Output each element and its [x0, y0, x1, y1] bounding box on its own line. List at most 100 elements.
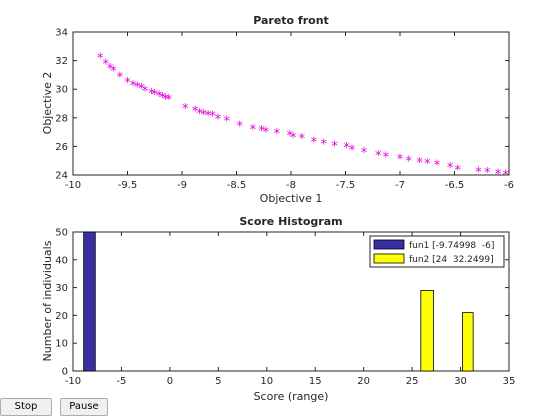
histogram-xtick-label: 10 [260, 376, 273, 387]
pareto-point: * [343, 141, 350, 156]
pause-button[interactable]: Pause [60, 398, 108, 416]
pareto-front-plot: Pareto front -10 -9.5 -9 -8.5 -8 -7.5 -7 -6.5 -6… [41, 14, 514, 205]
histogram-xtick-label: 15 [309, 376, 322, 387]
histogram-xtick-label: -5 [116, 376, 126, 387]
histogram-xlabel: Score (range) [254, 390, 329, 403]
pareto-point: * [475, 165, 482, 180]
pareto-xtick-label: -7.5 [336, 180, 356, 191]
pareto-point: * [124, 76, 131, 91]
pareto-point: * [223, 115, 230, 130]
pareto-point: * [258, 124, 265, 139]
pareto-point: * [484, 166, 491, 181]
pareto-ylabel: Objective 2 [41, 72, 54, 135]
pareto-point: * [455, 163, 462, 178]
pareto-point: * [375, 149, 382, 164]
pareto-point: * [383, 150, 390, 165]
pareto-point: * [237, 120, 244, 135]
pareto-point: * [159, 91, 166, 106]
pareto-point: * [205, 109, 212, 124]
pareto-xtick-label: -6.5 [445, 180, 465, 191]
histogram-xtick-label: 5 [215, 376, 221, 387]
pareto-point: * [117, 70, 124, 85]
pareto-point: * [299, 132, 306, 147]
pareto-xtick-label: -7 [395, 180, 405, 191]
pareto-xtick-label: -6 [504, 180, 514, 191]
histogram-xtick-label: 35 [503, 376, 516, 387]
pareto-ytick-label: 34 [55, 28, 68, 39]
pareto-ytick-label: 32 [55, 56, 68, 67]
histogram-xtick-label: -10 [65, 376, 81, 387]
pareto-point: * [349, 143, 356, 158]
pareto-point: * [209, 110, 216, 125]
pareto-xtick-label: -9 [177, 180, 187, 191]
pareto-point: * [107, 62, 114, 77]
histogram-ytick-label: 30 [55, 283, 68, 294]
pareto-point: * [416, 156, 423, 171]
pareto-point: * [405, 155, 412, 170]
pareto-point: * [192, 105, 199, 120]
pareto-point: * [287, 129, 294, 144]
pareto-ytick-label: 28 [55, 113, 68, 124]
pareto-point: * [138, 82, 145, 97]
histogram-xtick-label: 0 [167, 376, 173, 387]
histogram-xtick-label: 30 [454, 376, 467, 387]
histogram-ytick-label: 0 [62, 367, 68, 378]
pareto-xtick-label: -10 [65, 180, 81, 191]
histogram-ytick-label: 10 [55, 339, 68, 350]
pareto-point: * [142, 85, 149, 100]
histogram-bar-fun2 [420, 289, 434, 372]
pareto-axes-box [72, 31, 510, 176]
pareto-point: * [495, 168, 502, 183]
pareto-point: * [447, 161, 454, 176]
pareto-point: * [290, 131, 297, 146]
pareto-point: * [182, 102, 189, 117]
legend-swatch-fun1 [373, 239, 405, 250]
pareto-point: * [424, 157, 431, 172]
pareto-xlabel: Objective 1 [260, 192, 323, 205]
pareto-point: * [166, 93, 173, 108]
pareto-point: * [320, 138, 327, 153]
pareto-point: * [152, 88, 159, 103]
pareto-ytick-label: 26 [55, 142, 68, 153]
pareto-point: * [434, 158, 441, 173]
pareto-xtick-label: -8 [286, 180, 296, 191]
histogram-xtick-label: 25 [406, 376, 419, 387]
histogram-ylabel: Number of individuals [41, 240, 54, 361]
histogram-bar-fun2 [462, 312, 474, 372]
pareto-point: * [331, 140, 338, 155]
histogram-legend: fun1 [-9.74998 -6] fun2 [24 32.2499] [369, 235, 505, 268]
pareto-ytick-label: 30 [55, 85, 68, 96]
pareto-point: * [250, 123, 257, 138]
histogram-ytick-label: 40 [55, 255, 68, 266]
pareto-point: * [263, 125, 270, 140]
legend-label-fun1: fun1 [-9.74998 -6] [409, 241, 494, 251]
pareto-point: * [361, 146, 368, 161]
histogram-xtick-label: 20 [357, 376, 370, 387]
pareto-point: * [397, 153, 404, 168]
pareto-xtick-label: -9.5 [118, 180, 138, 191]
histogram-ytick-label: 20 [55, 311, 68, 322]
pareto-point: * [148, 87, 155, 102]
legend-label-fun2: fun2 [24 32.2499] [409, 255, 494, 265]
pareto-point: * [110, 65, 117, 80]
pareto-point: * [215, 113, 222, 128]
pareto-point: * [97, 52, 104, 67]
score-histogram-plot: Score Histogram -10 -5 0 5 10 15 20 25 30 35 0 10 2… [41, 215, 515, 403]
pareto-point: * [311, 135, 318, 150]
score-histogram-title: Score Histogram [239, 215, 342, 228]
pareto-point: * [201, 108, 208, 123]
histogram-ytick-label: 50 [55, 228, 68, 239]
pareto-point: * [274, 127, 281, 142]
pareto-point: * [130, 79, 137, 94]
pareto-xtick-label: -8.5 [227, 180, 247, 191]
pareto-ytick-label: 24 [55, 171, 68, 182]
pareto-point: * [156, 90, 163, 105]
pareto-front-title: Pareto front [253, 14, 329, 27]
stop-button[interactable]: Stop [0, 398, 52, 416]
pareto-point: * [162, 92, 169, 107]
pareto-point: * [196, 107, 203, 122]
pareto-point: * [502, 168, 509, 183]
legend-swatch-fun2 [373, 253, 405, 264]
pareto-point: * [102, 57, 109, 72]
